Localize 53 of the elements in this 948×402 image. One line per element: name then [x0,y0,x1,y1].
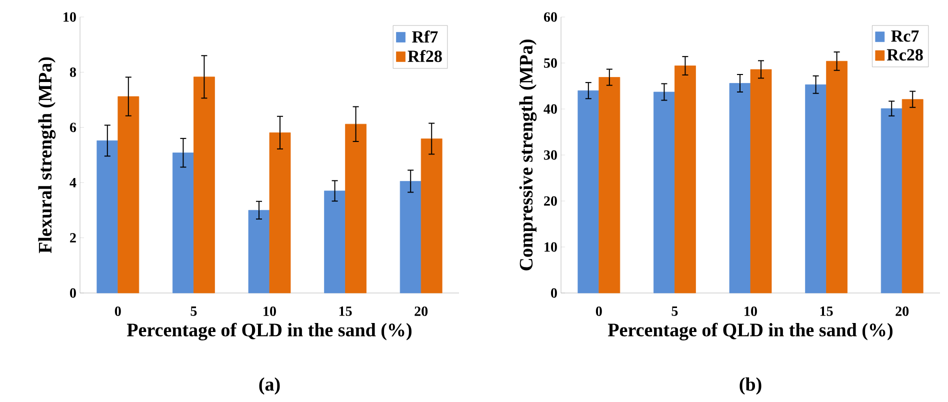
x-tick-label: 0 [114,306,121,316]
bar [826,60,848,294]
x-axis-title: Percentage of QLD in the sand (%) [608,322,892,340]
bar [324,190,346,294]
bar [172,152,194,294]
x-tick-label: 5 [190,306,197,316]
bar [118,96,140,294]
y-tick-label: 60 [544,12,557,22]
bar [750,69,772,294]
y-tick-label: 50 [544,58,557,68]
text: (b) [740,377,762,395]
legend-label: Rc28 [886,49,923,61]
y-tick-label: 10 [544,242,557,252]
bar [194,76,215,294]
y-tick-label: 0 [551,288,557,298]
bar [880,108,902,294]
bar [345,124,366,294]
x-tick-label: 15 [820,306,833,316]
bar [248,210,270,294]
y-axis-title: Flexural strength (MPa) [38,57,56,254]
x-tick-label: 20 [896,306,909,316]
y-tick-label: 10 [64,12,76,22]
y-tick-label: 8 [70,67,76,77]
bar [674,66,696,294]
y-tick-label: 6 [70,122,76,132]
text: (a) [259,377,280,395]
bar [902,99,924,294]
x-tick-label: 0 [596,306,602,316]
y-tick-label: 20 [544,196,557,206]
bar [654,92,675,294]
bar [420,138,442,294]
legend-label: Rf28 [408,50,442,62]
y-tick-label: 40 [544,104,557,114]
x-tick-label: 5 [672,306,678,316]
bar [96,140,118,294]
legend-label: Rf7 [412,30,438,42]
bar [598,77,620,294]
y-tick-label: 2 [70,233,76,242]
y-tick-label: 0 [70,288,76,298]
bar [400,181,422,294]
legend-label: Rc7 [891,30,919,42]
x-tick-label: 10 [264,306,276,316]
x-tick-label: 10 [744,306,757,316]
bar [578,90,600,294]
y-tick-label: 4 [70,178,76,188]
bar [269,132,291,294]
y-tick-label: 30 [544,150,557,160]
x-axis-title: Percentage of QLD in the sand (%) [126,322,412,340]
y-axis-title: Compressive strength (MPa) [519,40,537,270]
x-tick-label: 15 [339,306,352,316]
bar [805,84,827,294]
x-tick-label: 20 [414,306,428,316]
bar [729,83,751,294]
